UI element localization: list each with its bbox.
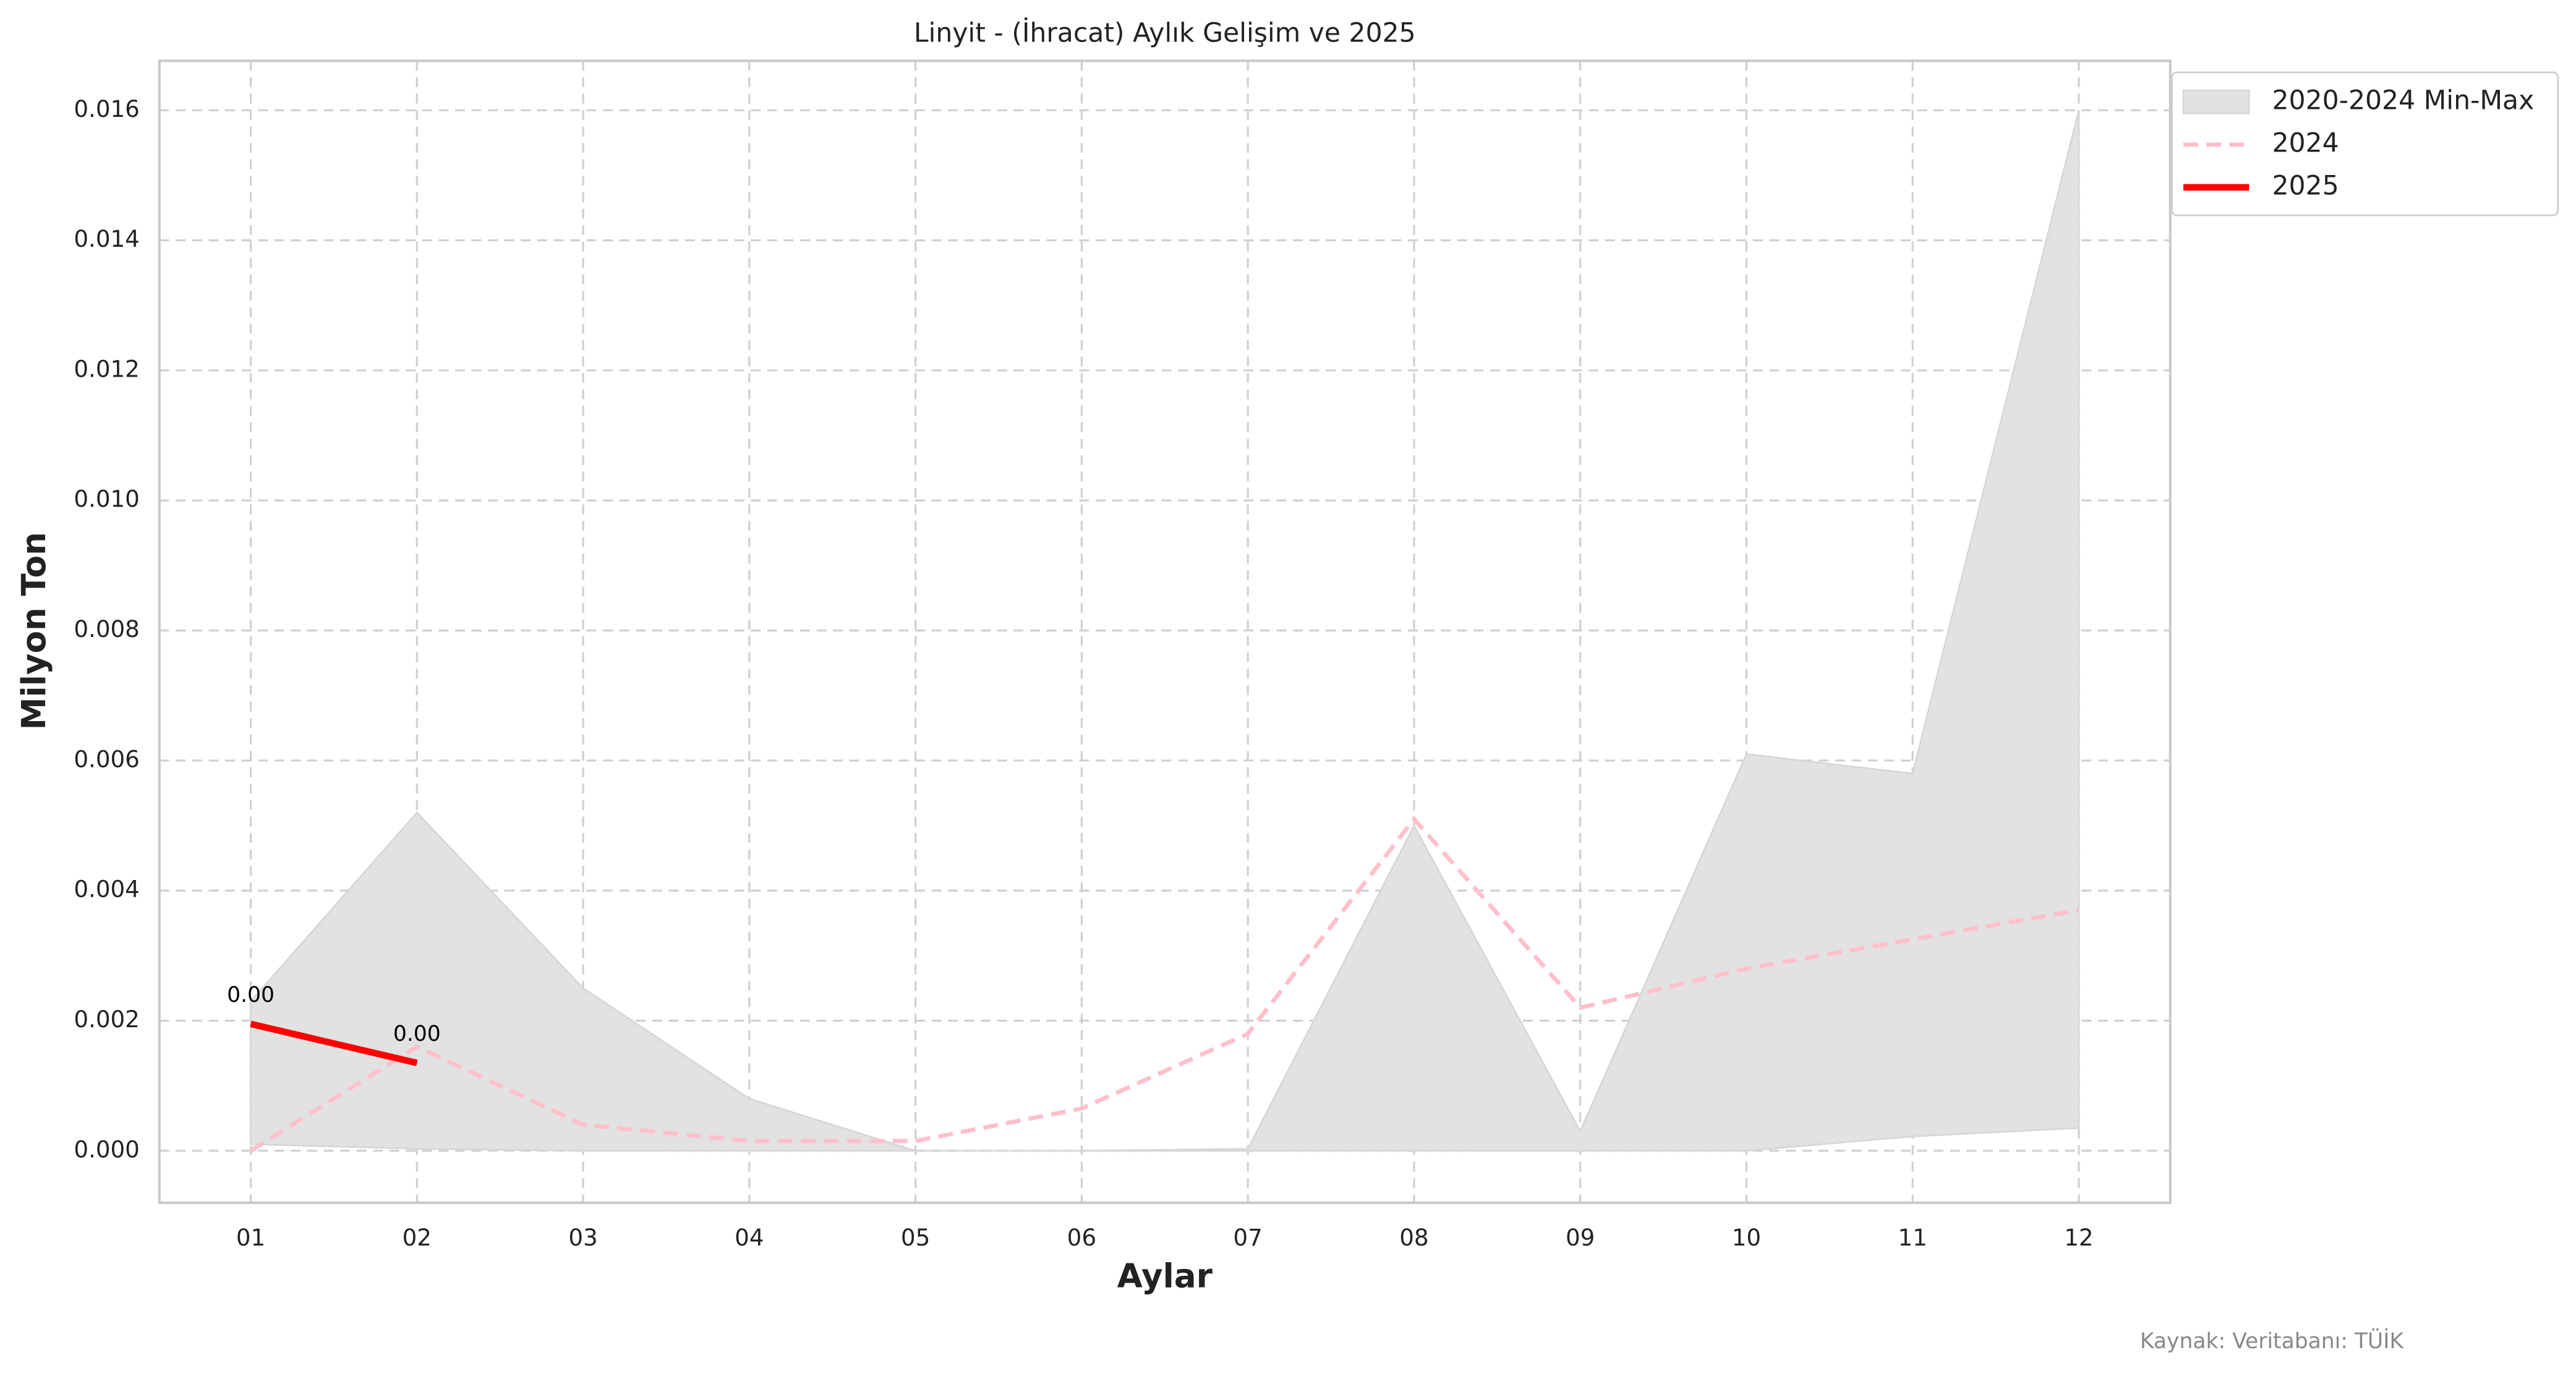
x-tick-label: 11 [1898, 1224, 1927, 1251]
data-label: 0.00 [227, 983, 275, 1007]
legend-label: 2020-2024 Min-Max [2272, 85, 2534, 116]
x-tick-label: 01 [236, 1224, 265, 1251]
y-axis-label: Milyon Ton [15, 532, 53, 730]
x-tick-label: 10 [1732, 1224, 1761, 1251]
y-tick-label: 0.010 [74, 485, 139, 513]
chart-title: Linyit - (İhracat) Aylık Gelişim ve 2025 [914, 17, 1416, 48]
y-tick-label: 0.004 [74, 876, 139, 903]
x-tick-label: 06 [1067, 1224, 1096, 1251]
x-axis-label: Aylar [1117, 1257, 1213, 1296]
plot-frame [158, 59, 2172, 1204]
y-tick-label: 0.008 [74, 615, 139, 643]
x-tick-label: 05 [901, 1224, 930, 1251]
legend-label: 2025 [2272, 171, 2339, 201]
y-tick-label: 0.000 [74, 1135, 139, 1163]
y-tick-label: 0.014 [74, 225, 139, 252]
source-note: Kaynak: Veritabanı: TÜİK [2140, 1328, 2405, 1354]
y-tick-label: 0.012 [74, 355, 139, 382]
legend-swatch [2182, 89, 2250, 114]
x-tick-label: 02 [403, 1224, 432, 1251]
x-tick-label: 07 [1233, 1224, 1262, 1251]
min-max-band [250, 109, 2080, 1152]
y-tick-label: 0.006 [74, 745, 139, 772]
x-tick-label: 03 [568, 1224, 597, 1251]
x-tick-label: 12 [2064, 1224, 2093, 1251]
data-label: 0.00 [393, 1022, 441, 1046]
x-tick-label: 08 [1399, 1224, 1428, 1251]
y-tick-label: 0.016 [74, 95, 139, 122]
legend-box [2171, 71, 2559, 216]
legend-label: 2024 [2272, 128, 2339, 158]
y-tick-label: 0.002 [74, 1006, 139, 1033]
series-line [250, 1020, 418, 1066]
x-tick-label: 04 [735, 1224, 764, 1251]
series-line [249, 816, 2079, 1153]
x-tick-label: 09 [1566, 1224, 1595, 1251]
